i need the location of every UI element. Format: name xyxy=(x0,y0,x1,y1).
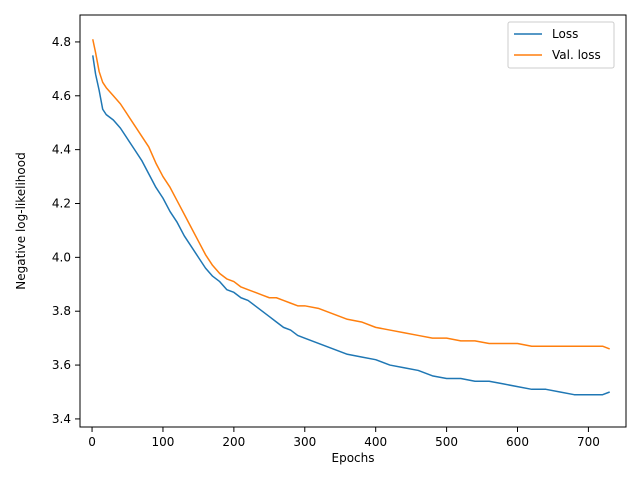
y-tick-label: 4.2 xyxy=(52,196,71,210)
x-tick-label: 600 xyxy=(506,435,529,449)
axes-frame xyxy=(79,14,627,428)
x-tick-label: 500 xyxy=(435,435,458,449)
x-axis-ticks: 0 100 200 300 400 500 600 700 xyxy=(88,427,600,449)
legend-label-1: Val. loss xyxy=(552,48,601,62)
y-tick-label: 4.6 xyxy=(52,89,71,103)
x-tick-label: 400 xyxy=(364,435,387,449)
y-tick-label: 3.4 xyxy=(52,412,71,426)
y-tick-label: 3.8 xyxy=(52,304,71,318)
x-axis-label: Epochs xyxy=(332,451,375,465)
legend: Loss Val. loss xyxy=(507,21,615,69)
series-line-0 xyxy=(92,55,610,396)
y-axis-ticks: 3.4 3.6 3.8 4.0 4.2 4.4 4.6 4.8 xyxy=(52,35,80,426)
legend-label-0: Loss xyxy=(552,27,578,41)
series-layer xyxy=(92,39,610,396)
y-tick-label: 4.8 xyxy=(52,35,71,49)
y-axis-label: Negative log-likelihood xyxy=(14,152,28,289)
series-line-1 xyxy=(92,39,610,350)
x-tick-label: 700 xyxy=(577,435,600,449)
x-tick-label: 0 xyxy=(88,435,96,449)
x-tick-label: 100 xyxy=(152,435,175,449)
y-tick-label: 4.0 xyxy=(52,250,71,264)
y-tick-label: 4.4 xyxy=(52,143,71,157)
x-tick-label: 300 xyxy=(293,435,316,449)
y-tick-label: 3.6 xyxy=(52,358,71,372)
x-tick-label: 200 xyxy=(222,435,245,449)
